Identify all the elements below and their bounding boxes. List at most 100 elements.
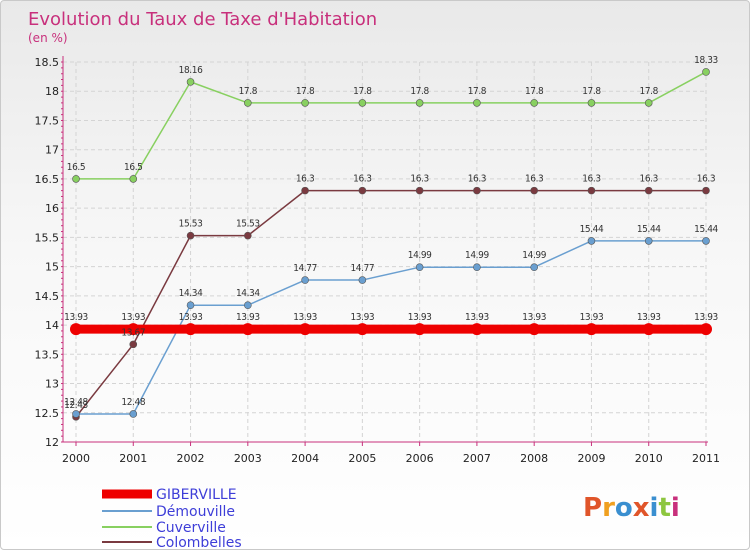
data-point [642,323,655,336]
y-tick-label: 17 [45,144,59,157]
legend-label: GIBERVILLE [156,487,237,503]
logo-letter: i [650,493,659,523]
data-label: 13.93 [64,312,88,323]
data-point [413,323,426,336]
data-point [127,323,140,336]
y-tick-label: 16 [45,202,59,215]
data-label: 13.93 [350,312,374,323]
data-label: 12.48 [121,397,145,408]
data-point [702,68,710,76]
y-tick-label: 14.5 [35,290,60,303]
y-tick-label: 16.5 [35,173,60,186]
data-label: 16.3 [296,174,314,185]
legend-label: Colombelles [156,535,242,550]
data-label: 13.93 [580,312,604,323]
data-point [702,237,710,245]
data-point [473,263,481,272]
y-tick-label: 18.5 [35,56,60,69]
data-label: 13.93 [408,312,432,323]
data-point [587,237,596,245]
data-label: 17.8 [640,86,659,97]
logo-letter: t [658,493,670,523]
data-point [358,186,367,195]
proxiti-logo: Proxiti [583,493,680,523]
data-point [129,340,138,349]
data-label: 18.16 [179,65,203,76]
data-label: 15.44 [694,224,718,235]
data-label: 17.8 [239,86,258,97]
data-label: 13.93 [293,312,317,323]
logo-letter: i [671,493,680,523]
data-label: 16.3 [353,174,371,185]
data-point [241,323,254,336]
data-point [72,410,80,418]
data-point [700,323,712,336]
x-tick-label: 2004 [291,452,319,465]
data-label: 17.8 [410,86,429,97]
x-tick-label: 2001 [119,452,147,465]
data-point [470,323,483,336]
data-point [244,99,252,107]
data-label: 16.3 [582,174,600,185]
data-label: 13.93 [522,312,546,323]
x-tick-label: 2003 [234,452,262,465]
series-line-colombelles [75,189,706,418]
data-label: 12.48 [64,397,88,408]
y-tick-label: 17.5 [35,114,60,127]
data-point [186,231,195,240]
data-label: 13.93 [236,312,260,323]
data-label: 16.5 [124,162,142,173]
x-tick-label: 2002 [177,452,205,465]
logo-letter: x [633,493,650,523]
data-label: 13.67 [121,327,145,338]
logo-letter: o [615,493,633,523]
data-label: 14.77 [350,263,374,274]
data-label: 17.8 [296,86,315,97]
x-tick-label: 2010 [635,452,663,465]
data-label: 14.99 [408,250,432,261]
data-label: 13.93 [121,312,145,323]
data-label: 14.34 [236,288,260,299]
data-point [358,276,367,284]
data-point [244,231,252,240]
data-point [528,323,541,336]
y-tick-label: 13 [45,378,59,391]
data-point [244,301,252,310]
data-point [585,323,598,336]
y-tick-label: 13.5 [35,348,60,361]
series-line-cuverville [76,71,707,180]
data-point [644,237,653,245]
data-label: 15.44 [637,224,661,235]
data-point [72,175,80,183]
chart-title: Evolution du Taux de Taxe d'Habitation [28,9,377,30]
data-label: 16.5 [67,162,85,173]
x-tick-label: 2008 [520,452,548,465]
x-tick-label: 2005 [348,452,376,465]
data-point [587,186,596,195]
grid [63,61,707,443]
data-point [644,99,653,107]
data-point [415,186,424,195]
data-label: 17.8 [582,86,601,97]
data-labels: 13.93 13.93 13.93 13.93 13.93 13.93 13.93 13.93… [64,55,719,411]
legend: GIBERVILLEDémouvilleCuvervilleColombelle… [102,487,242,550]
data-label: 16.3 [697,174,715,185]
x-tick-label: 2009 [577,452,605,465]
data-point [299,323,312,336]
data-label: 16.3 [468,174,486,185]
data-label: 14.77 [293,263,317,274]
data-label: 17.8 [353,86,372,97]
data-point [129,175,138,183]
x-tick-label: 2007 [463,452,491,465]
data-label: 16.3 [640,174,658,185]
data-label: 13.93 [179,312,203,323]
series-group [70,68,712,421]
data-point [129,410,138,418]
data-point [186,301,195,310]
axes: 12 12.5 13 13.5 14 14.5 15 15.5 16 16.5 17 17.5 18 18… [35,56,720,465]
data-point [530,186,538,195]
data-label: 14.34 [179,288,203,299]
data-label: 13.93 [637,312,661,323]
